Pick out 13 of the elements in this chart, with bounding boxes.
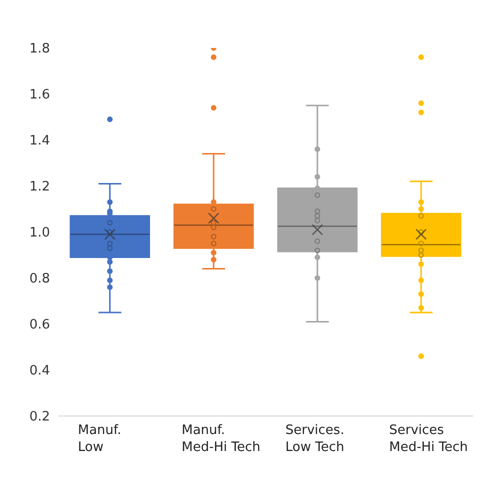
y-tick-label: 1.6 bbox=[29, 88, 50, 103]
x-tick-label: Manuf. Med-Hi Tech bbox=[182, 423, 260, 455]
y-tick-label: 0.4 bbox=[29, 364, 50, 379]
y-tick-label: 1.8 bbox=[29, 42, 50, 57]
x-tick-label: Services. Low Tech bbox=[285, 423, 344, 455]
y-tick-label: 1.4 bbox=[29, 134, 50, 149]
y-tick-label: 0.8 bbox=[29, 272, 50, 287]
x-tick-label: Services Med-Hi Tech bbox=[389, 423, 468, 455]
y-tick-label: 1.0 bbox=[29, 226, 50, 241]
y-tick-label: 0.6 bbox=[29, 318, 50, 333]
x-tick-label: Manuf. Low bbox=[78, 423, 122, 455]
y-tick-label: 1.2 bbox=[29, 180, 50, 195]
y-tick-label: 0.2 bbox=[29, 410, 50, 425]
